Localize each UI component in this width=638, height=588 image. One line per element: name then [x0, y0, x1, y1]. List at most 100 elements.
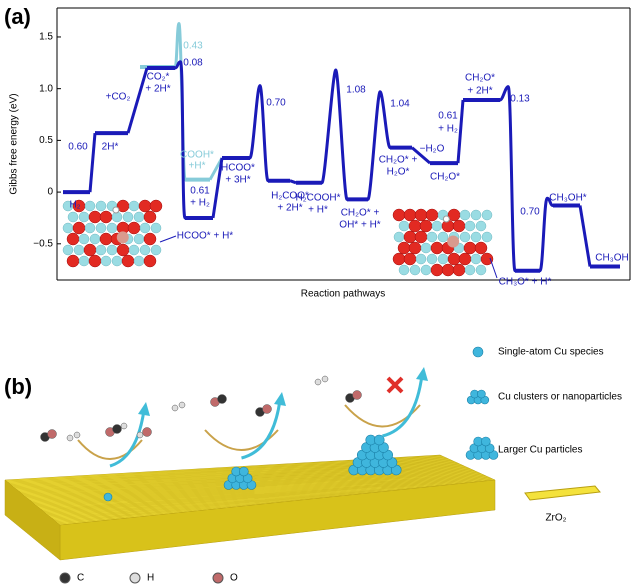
molecule-atom [120, 422, 128, 430]
atom [403, 252, 417, 266]
atom [464, 264, 476, 276]
zro2-icon [524, 485, 601, 501]
slab-row [55, 477, 491, 522]
annotation: HCOO* [221, 163, 255, 174]
pointer [159, 235, 177, 243]
atom [128, 200, 140, 212]
atom [122, 211, 134, 223]
atom [106, 222, 118, 234]
atom [78, 233, 90, 245]
slab-row [40, 470, 476, 510]
atom [408, 241, 422, 255]
atom [149, 199, 163, 213]
atom [95, 222, 107, 234]
atom [481, 231, 493, 243]
atom [437, 253, 449, 265]
atom-legend [212, 572, 224, 584]
atom [392, 208, 406, 222]
annotation: CH₃OH [595, 253, 629, 264]
zro2-slab [4, 479, 61, 561]
molecule-atom [352, 390, 362, 400]
atom [95, 200, 107, 212]
atom [78, 255, 90, 267]
annotation: CH₂O* + [379, 155, 418, 166]
annotation: + 2H* [277, 203, 302, 214]
cu-atom [472, 346, 484, 358]
atom [150, 222, 162, 234]
atom [430, 241, 444, 255]
slab-row [54, 477, 490, 521]
atom [121, 254, 135, 268]
annotation: H₂COOH* [296, 193, 341, 204]
atom [150, 244, 162, 256]
atom [127, 221, 141, 235]
atom [67, 211, 79, 223]
molecule-atom [178, 401, 186, 409]
atom [474, 241, 488, 255]
y-axis-label: Gibbs free energy (eV) [9, 93, 20, 194]
atom [78, 211, 90, 223]
cu-atom [239, 466, 249, 477]
arrow-head [416, 367, 428, 381]
slab-row [50, 475, 486, 518]
annotation: 2H* [102, 142, 119, 153]
annotation: CH₂O* + [341, 208, 380, 219]
connector [578, 205, 592, 267]
atom [426, 231, 438, 243]
annotation: OH* + H* [339, 220, 381, 231]
molecule-atom [171, 404, 179, 412]
atom-legend [129, 572, 141, 584]
atom [459, 231, 471, 243]
atom [143, 210, 157, 224]
atom [112, 206, 120, 214]
annotation: 0.08 [183, 58, 203, 69]
atom [437, 231, 449, 243]
atom [128, 244, 140, 256]
arrow-head [138, 402, 150, 416]
slab-row [47, 474, 483, 516]
y-tick-label: 0 [47, 187, 53, 198]
arc [77, 439, 143, 460]
panel-label: (b) [4, 374, 32, 399]
atom [464, 220, 476, 232]
annotation: + H₂ [438, 124, 458, 135]
atom [458, 252, 472, 266]
molecule-atom [142, 427, 152, 437]
atom [89, 233, 101, 245]
atom [95, 244, 107, 256]
arrow [382, 374, 424, 438]
annotation: 0.70 [266, 98, 286, 109]
pointer [489, 257, 498, 279]
annotation: HCOO* + H* [177, 231, 234, 242]
atom [111, 211, 123, 223]
atom [442, 215, 450, 223]
atom [447, 235, 460, 248]
atom [403, 230, 417, 244]
annotation: 0.13 [510, 94, 530, 105]
atom [452, 263, 466, 277]
annotation: 0.61 [190, 186, 210, 197]
atom-label: H [147, 573, 154, 584]
atom [470, 231, 482, 243]
annotation: + 2H* [145, 84, 170, 95]
annotation: + H* [308, 205, 328, 216]
atom [459, 209, 471, 221]
atom [143, 232, 157, 246]
molecule-atom [73, 431, 81, 439]
atom [84, 222, 96, 234]
molecule-atom [112, 424, 122, 434]
annotation: H₂ [69, 200, 80, 211]
molecule-atom [314, 378, 322, 386]
slab-row [58, 479, 494, 525]
slab-row [39, 470, 475, 509]
atom [133, 233, 145, 245]
transition [174, 60, 187, 220]
molecule-atom [136, 431, 144, 439]
atom [62, 222, 74, 234]
cross [386, 376, 404, 394]
molecule-atom [47, 429, 57, 439]
arrow [241, 399, 282, 460]
atom [425, 208, 439, 222]
atom [392, 252, 406, 266]
